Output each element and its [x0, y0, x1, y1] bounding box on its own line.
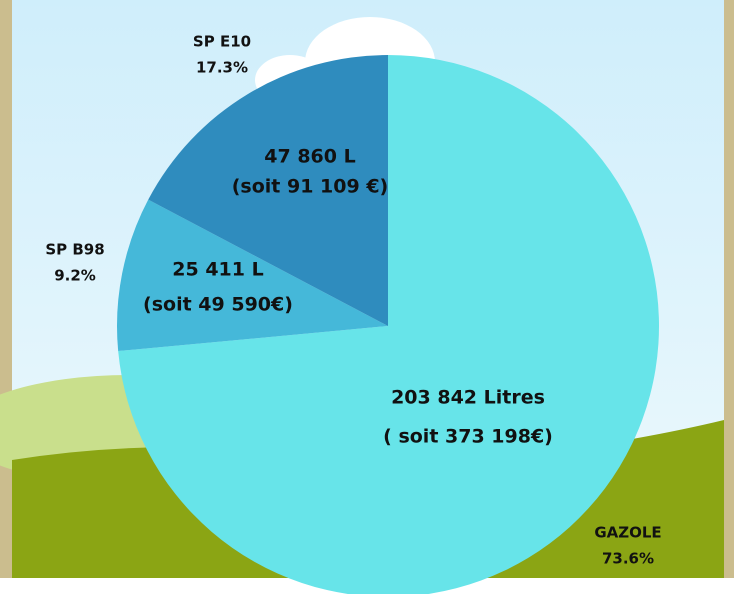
category-label: SP B98	[45, 241, 104, 259]
detail-label: (soit 91 109 €)	[232, 176, 389, 198]
detail-label: (soit 49 590€)	[143, 294, 293, 316]
detail-label: 25 411 L	[172, 259, 263, 281]
detail-label: ( soit 373 198€)	[383, 426, 553, 448]
detail-label: 203 842 Litres	[391, 387, 545, 409]
detail-label: 47 860 L	[264, 146, 355, 168]
category-label: GAZOLE	[594, 524, 661, 542]
chart: GAZOLE 73.6% 203 842 Litres ( soit 373 198€…	[0, 0, 734, 594]
category-label: SP E10	[193, 33, 251, 51]
value-label: 9.2%	[54, 267, 96, 285]
value-label: 73.6%	[602, 550, 654, 568]
page: GAZOLE 73.6% 203 842 Litres ( soit 373 198€…	[0, 0, 734, 594]
value-label: 17.3%	[196, 59, 248, 77]
